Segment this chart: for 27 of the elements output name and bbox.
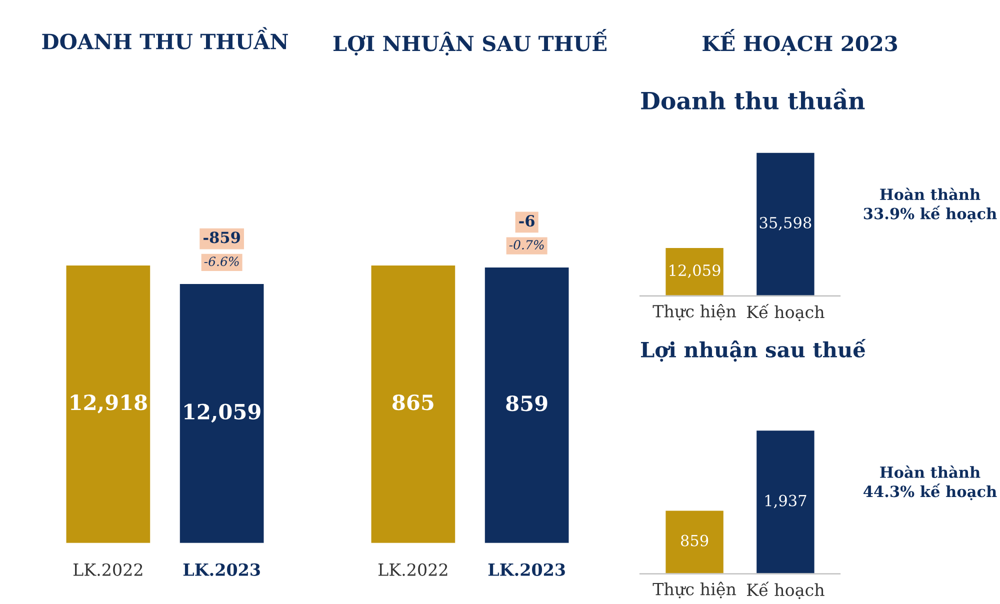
- text: -0.7%: [509, 240, 544, 250]
- x-tick-label: LK.2023: [488, 563, 565, 576]
- data-label: 1,937: [765, 494, 806, 508]
- chart-title: Lợi nhuận sau thuế: [640, 338, 866, 362]
- x-tick-label: Thực hiện: [652, 582, 736, 598]
- data-label: 12,059: [670, 264, 720, 278]
- data-label: 12,918: [70, 394, 147, 414]
- chart-title: DOANH THU THUẦN: [42, 27, 288, 50]
- text: Hoàn thành 44.3% kế hoạch: [863, 466, 997, 500]
- x-tick-label: LK.2022: [378, 563, 448, 576]
- data-label: 12,059: [184, 404, 260, 423]
- x-tick-label: LK.2023: [183, 563, 260, 576]
- chart-subtitle: Doanh thu thuần: [641, 88, 865, 110]
- data-label: 35,598: [760, 216, 812, 230]
- data-label: 865: [392, 394, 434, 410]
- text: -6: [519, 215, 534, 227]
- x-tick-label: LK.2022: [73, 563, 142, 576]
- chart-title: KẾ HOẠCH 2023: [702, 29, 898, 56]
- text: Hoàn thành 33.9% kế hoạch: [864, 188, 997, 222]
- data-label: 859: [680, 534, 708, 546]
- x-tick-label: Kế hoạch: [746, 582, 824, 600]
- x-tick-label: Kế hoạch: [746, 304, 824, 322]
- x-tick-label: Thực hiện: [652, 304, 736, 320]
- data-label: 859: [506, 395, 548, 412]
- chart-title: LỢI NHUẬN SAU THUẾ: [333, 29, 607, 56]
- text: -859: [204, 232, 240, 244]
- annotation: -6.6%: [204, 256, 239, 266]
